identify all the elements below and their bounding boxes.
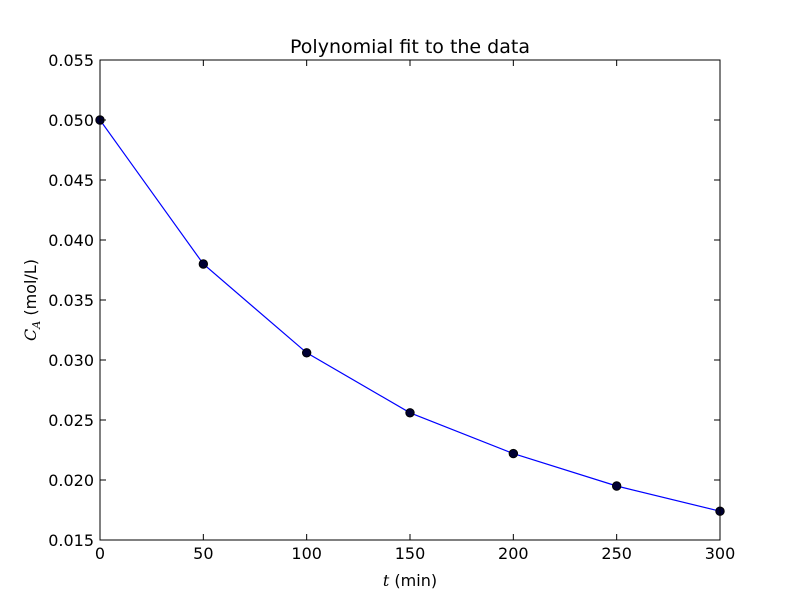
y-axis-label: CA (mol/L) [21,259,43,341]
y-axis: 0.015 0.020 0.025 0.030 0.035 0.040 0.045 0.050… [48,51,720,550]
data-point [508,448,519,459]
x-tick-label: 100 [291,544,322,563]
y-axis-subscript: A [30,321,43,330]
y-axis-symbol: C [21,329,40,341]
x-axis-unit: (min) [389,571,437,590]
data-point [611,481,622,491]
x-tick-label: 200 [498,544,529,563]
y-tick-label: 0.045 [48,171,94,190]
x-tick-label: 150 [395,544,426,563]
plot-frame [99,59,721,541]
y-tick-label: 0.050 [48,111,94,130]
x-tick-label: 0 [95,544,105,563]
y-tick-label: 0.020 [48,471,94,490]
y-axis-unit: (mol/L) [21,259,40,321]
data-point [198,259,209,269]
x-tick-label: 250 [601,544,632,563]
x-tick-label: 50 [193,544,213,563]
data-point [405,408,415,418]
x-axis-label: t (min) [383,571,437,590]
y-tick-label: 0.055 [48,51,94,70]
x-axis-symbol: t [383,571,390,590]
chart-title: Polynomial fit to the data [290,36,530,58]
x-tick-label: 300 [705,544,736,563]
y-tick-label: 0.015 [48,531,94,550]
data-point [301,348,312,358]
plot-area [95,115,725,516]
x-axis: 0 50 100 150 200 250 300 [95,60,735,563]
y-tick-label: 0.025 [48,411,94,430]
y-tick-label: 0.030 [48,351,94,370]
y-tick-label: 0.040 [48,231,94,250]
y-tick-label: 0.035 [48,291,94,310]
fit-line [99,119,721,512]
